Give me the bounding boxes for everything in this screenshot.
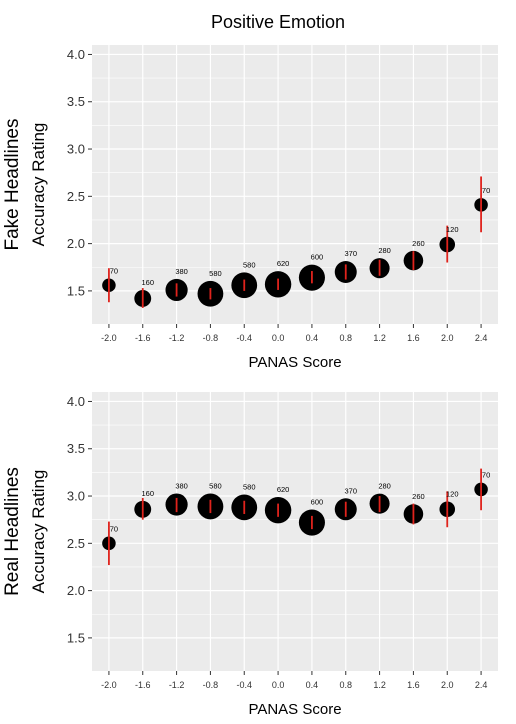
x-tick-label: 2.0 — [441, 333, 454, 343]
fake-headlines-panel: 1.5 2.0 2.5 3.0 3.5 4.0 -2.0 -1.6 -1.2 -0.8 -0.4 0.… — [2, 45, 498, 371]
panel-label: Fake Headlines — [2, 118, 23, 250]
x-tick-label: -1.2 — [169, 680, 185, 690]
n-label: 580 — [243, 260, 256, 269]
x-tick-label: -0.4 — [236, 680, 252, 690]
y-tick-label: 2.5 — [67, 189, 85, 204]
n-label: 120 — [446, 490, 459, 499]
y-tick-label: 2.0 — [67, 583, 85, 598]
y-axis-label: Accuracy Rating — [29, 470, 48, 594]
y-tick-label: 4.0 — [67, 47, 85, 62]
x-tick-label: -0.4 — [236, 333, 252, 343]
x-tick-label: -1.6 — [135, 333, 151, 343]
x-tick-label: 1.2 — [373, 333, 386, 343]
y-tick-label: 1.5 — [67, 630, 85, 645]
x-tick-label: 0.4 — [306, 333, 319, 343]
n-label: 280 — [378, 482, 391, 491]
x-axis-label: PANAS Score — [248, 701, 341, 718]
n-label: 580 — [209, 269, 222, 278]
x-tick-label: 1.2 — [373, 680, 386, 690]
n-label: 380 — [175, 481, 188, 490]
x-tick-label: 1.6 — [407, 680, 420, 690]
y-tick-label: 2.5 — [67, 536, 85, 551]
real-headlines-panel: 1.5 2.0 2.5 3.0 3.5 4.0 -2.0 -1.6 -1.2 -0.8 -0.4 0.… — [2, 392, 498, 718]
n-label: 70 — [110, 525, 118, 534]
n-label: 260 — [412, 492, 425, 501]
n-label: 370 — [344, 249, 357, 258]
n-label: 580 — [243, 482, 256, 491]
x-tick-label: 2.4 — [475, 333, 488, 343]
y-tick-label: 1.5 — [67, 283, 85, 298]
n-label: 260 — [412, 239, 425, 248]
x-tick-label: -0.8 — [203, 333, 219, 343]
x-tick-label: -0.8 — [203, 680, 219, 690]
y-tick-label: 3.0 — [67, 142, 85, 157]
plot-background — [92, 392, 498, 671]
y-tick-label: 4.0 — [67, 394, 85, 409]
n-label: 620 — [277, 259, 290, 268]
x-tick-label: 0.8 — [339, 680, 352, 690]
x-tick-label: 0.0 — [272, 680, 285, 690]
n-label: 620 — [277, 485, 290, 494]
n-label: 70 — [482, 186, 490, 195]
y-tick-label: 3.5 — [67, 94, 85, 109]
plot-background — [92, 45, 498, 324]
n-label: 160 — [141, 489, 154, 498]
n-label: 580 — [209, 482, 222, 491]
x-tick-label: 1.6 — [407, 333, 420, 343]
n-label: 160 — [141, 278, 154, 287]
x-tick-label: -1.6 — [135, 680, 151, 690]
panel-label: Real Headlines — [2, 467, 23, 596]
n-label: 380 — [175, 267, 188, 276]
figure-title: Positive Emotion — [211, 12, 345, 32]
y-tick-label: 2.0 — [67, 236, 85, 251]
n-label: 70 — [482, 471, 490, 480]
n-label: 370 — [344, 486, 357, 495]
x-tick-label: 2.4 — [475, 680, 488, 690]
y-tick-label: 3.5 — [67, 441, 85, 456]
x-tick-label: 0.4 — [306, 680, 319, 690]
y-axis-label: Accuracy Rating — [29, 123, 48, 247]
y-tick-label: 3.0 — [67, 489, 85, 504]
n-label: 120 — [446, 225, 459, 234]
n-label: 70 — [110, 266, 118, 275]
x-tick-label: 2.0 — [441, 680, 454, 690]
x-tick-label: 0.0 — [272, 333, 285, 343]
x-tick-label: -2.0 — [101, 680, 117, 690]
x-tick-label: 0.8 — [339, 333, 352, 343]
n-label: 600 — [311, 253, 324, 262]
n-label: 280 — [378, 246, 391, 255]
x-tick-label: -2.0 — [101, 333, 117, 343]
n-label: 600 — [311, 497, 324, 506]
x-tick-label: -1.2 — [169, 333, 185, 343]
x-axis-label: PANAS Score — [248, 354, 341, 371]
